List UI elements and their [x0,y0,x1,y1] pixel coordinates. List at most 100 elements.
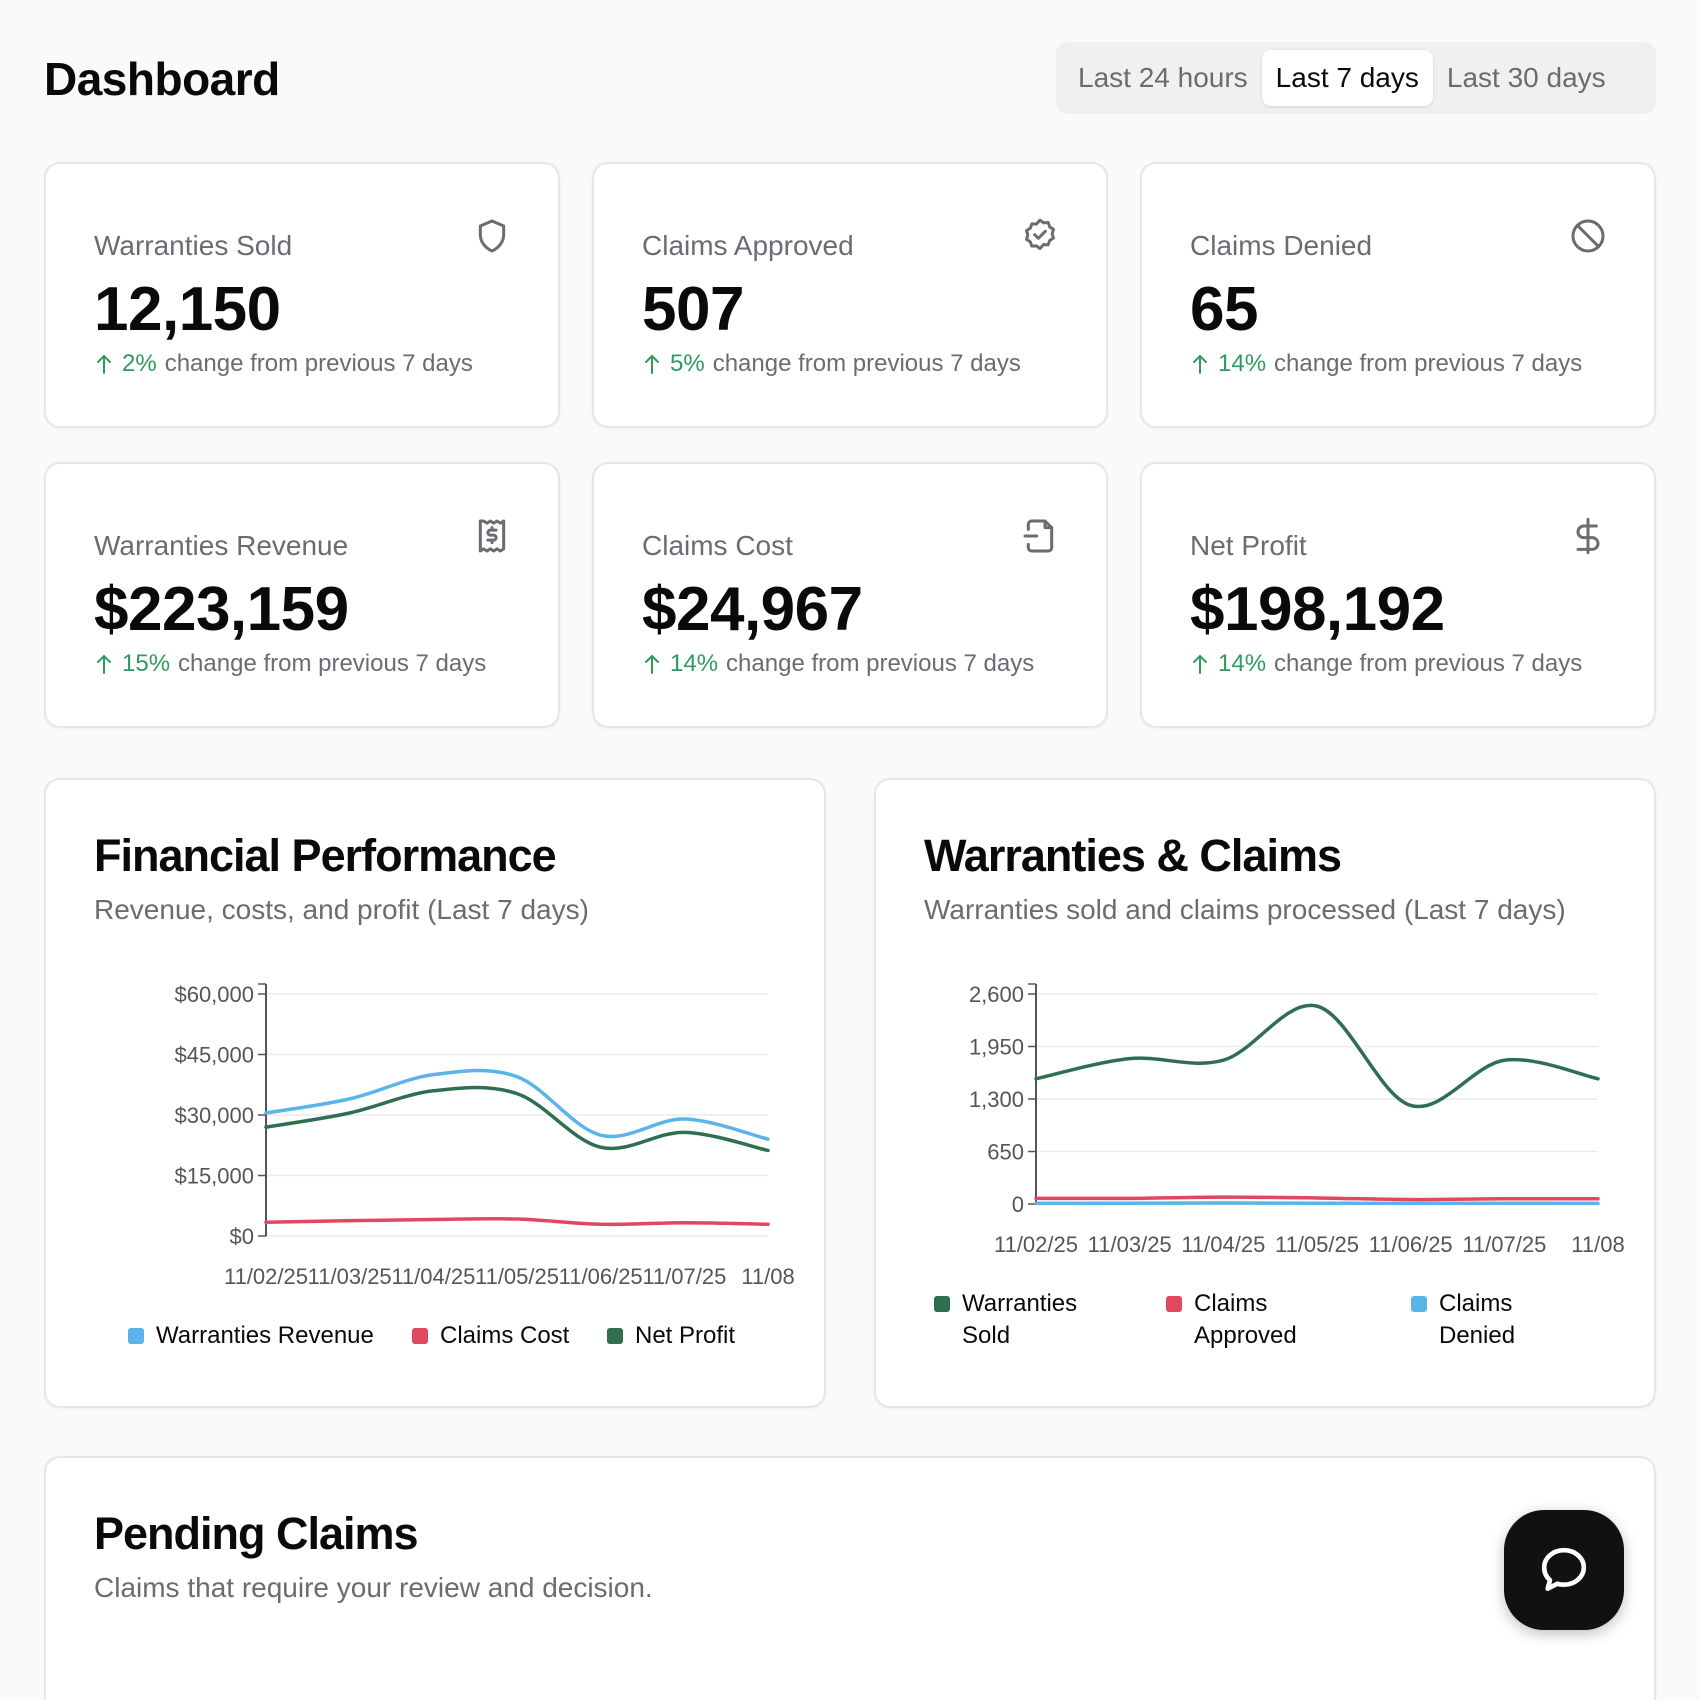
legend-swatch [1166,1296,1182,1312]
legend-label: Warranties Revenue [156,1322,374,1349]
y-tick-label: $0 [230,1224,254,1249]
warranties-claims-card: Warranties & Claims Warranties sold and … [874,778,1656,1408]
legend-swatch [412,1328,428,1344]
y-tick-label: $60,000 [174,982,254,1007]
file-minus-icon [1023,519,1054,553]
legend-label: Warranties Sold [962,1288,1077,1352]
y-tick-label: $30,000 [174,1103,254,1128]
series-line-claims-cost [264,1216,770,1227]
stat-change-suffix: change from previous 7 days [726,650,1035,677]
legend-label-line: Denied [1439,1322,1516,1349]
arrow-up-icon [1193,654,1207,674]
stat-card-net-profit: Net Profit $198,192 14% change from prev… [1140,462,1656,728]
stat-change-suffix: change from previous 7 days [1274,350,1583,377]
time-range-tabs: Last 24 hours Last 7 days Last 30 days [1056,42,1656,114]
tab-last-7-days[interactable]: Last 7 days [1261,50,1433,106]
arrow-up-icon [645,654,659,674]
legend-label-line: Claims [1194,1290,1268,1317]
stat-value: 507 [642,275,744,344]
stat-change: 14% change from previous 7 days [1190,350,1582,378]
legend-item-revenue[interactable]: Warranties Revenue [128,1320,374,1352]
stat-change-percent: 5% [670,350,705,377]
legend-swatch [607,1328,623,1344]
arrow-up-icon [645,354,659,374]
stat-change-percent: 15% [122,650,171,677]
stat-change-percent: 2% [122,350,157,377]
stat-label: Claims Denied [1190,230,1373,261]
legend-item-net-profit[interactable]: Net Profit [607,1320,735,1352]
legend-swatch [128,1328,144,1344]
x-tick-label: 11/08 [741,1264,794,1289]
chart-subtitle: Warranties sold and claims processed (La… [924,894,1566,925]
stat-change: 14% change from previous 7 days [642,650,1034,678]
stat-label: Warranties Revenue [94,530,349,561]
legend-item-claims-cost[interactable]: Claims Cost [412,1320,569,1352]
financial-line-chart: $60,000$45,000$30,000$15,000$011/02/25 11… [174,982,794,1289]
badge-check-icon [1025,218,1055,250]
stat-change-percent: 14% [1218,350,1267,377]
stat-change: 5% change from previous 7 days [642,350,1021,378]
stat-change-suffix: change from previous 7 days [178,650,487,677]
series-line-claims-approved [1034,1195,1600,1202]
series-line-warranties-sold [1034,1003,1600,1109]
stat-change-percent: 14% [670,650,719,677]
tab-last-30-days[interactable]: Last 30 days [1446,62,1606,93]
series-line-net-profit [264,1085,770,1153]
x-tick-label: 11/03/25 [308,1264,392,1289]
stat-label: Claims Approved [642,230,854,261]
stat-value: $223,159 [94,575,349,644]
legend-swatch [934,1296,950,1312]
pending-claims-subtitle: Claims that require your review and deci… [94,1572,653,1603]
x-tick-label: 11/08 [1571,1232,1624,1257]
stat-change-suffix: change from previous 7 days [1274,650,1583,677]
x-tick-label: 11/05/25 [1275,1232,1359,1257]
ban-icon [1571,219,1605,253]
x-tick-label: 11/03/25 [1088,1232,1172,1257]
pending-claims-card: Pending Claims Claims that require your … [44,1456,1656,1700]
stat-label: Net Profit [1190,530,1307,561]
legend-label: Claims Cost [440,1322,570,1349]
x-tick-label: 11/02/25 [224,1264,308,1289]
chart-subtitle: Revenue, costs, and profit (Last 7 days) [94,894,589,925]
stat-value: $198,192 [1190,575,1445,644]
x-tick-label: 11/06/25 [1369,1232,1453,1257]
legend-label: Net Profit [635,1322,736,1349]
x-tick-label: 11/04/25 [391,1264,475,1289]
chart-title: Warranties & Claims [924,830,1342,881]
y-tick-label: $45,000 [174,1043,254,1068]
chat-button[interactable] [1504,1510,1624,1630]
y-tick-label: 1,950 [969,1035,1024,1060]
pending-claims-title: Pending Claims [94,1508,419,1559]
shield-icon [478,219,506,253]
legend-label-line: Sold [962,1322,1011,1349]
y-tick-label: 650 [987,1140,1024,1165]
arrow-up-icon [1193,354,1207,374]
arrow-up-icon [97,654,111,674]
y-tick-label: $15,000 [174,1164,254,1189]
stat-card-claims-cost: Claims Cost $24,967 14% change from prev… [592,462,1108,728]
x-tick-label: 11/06/25 [559,1264,643,1289]
legend-item-claims-denied[interactable]: Claims Denied [1411,1288,1515,1352]
stat-label: Warranties Sold [94,230,293,261]
stat-card-warranties-revenue: Warranties Revenue $223,159 15% change f… [44,462,560,728]
warranties-claims-line-chart: 2,600 1,950 1,300 650 0 11/02/25 11/03/25 11/04… [969,982,1625,1257]
message-circle-icon [1541,1547,1587,1591]
page-title: Dashboard [44,53,280,105]
legend-item-claims-approved[interactable]: Claims Approved [1166,1288,1297,1352]
tab-last-24-hours[interactable]: Last 24 hours [1078,62,1248,93]
x-tick-label: 11/05/25 [475,1264,559,1289]
legend-label-line: Warranties [962,1290,1078,1317]
stat-change-suffix: change from previous 7 days [712,350,1021,377]
stat-change-suffix: change from previous 7 days [164,350,473,377]
stat-value: 65 [1190,275,1258,344]
arrow-up-icon [97,354,111,374]
stat-change-percent: 14% [1218,650,1267,677]
legend-item-warranties-sold[interactable]: Warranties Sold [934,1288,1077,1352]
stat-card-claims-denied: Claims Denied 65 14% change from previou… [1140,162,1656,428]
stat-change: 15% change from previous 7 days [94,650,486,678]
x-tick-label: 11/07/25 [642,1264,726,1289]
legend-label-line: Claims [1439,1290,1513,1317]
stat-card-claims-approved: Claims Approved 507 5% change from previ… [592,162,1108,428]
stat-change: 2% change from previous 7 days [94,350,473,378]
receipt-dollar-icon [478,519,506,553]
